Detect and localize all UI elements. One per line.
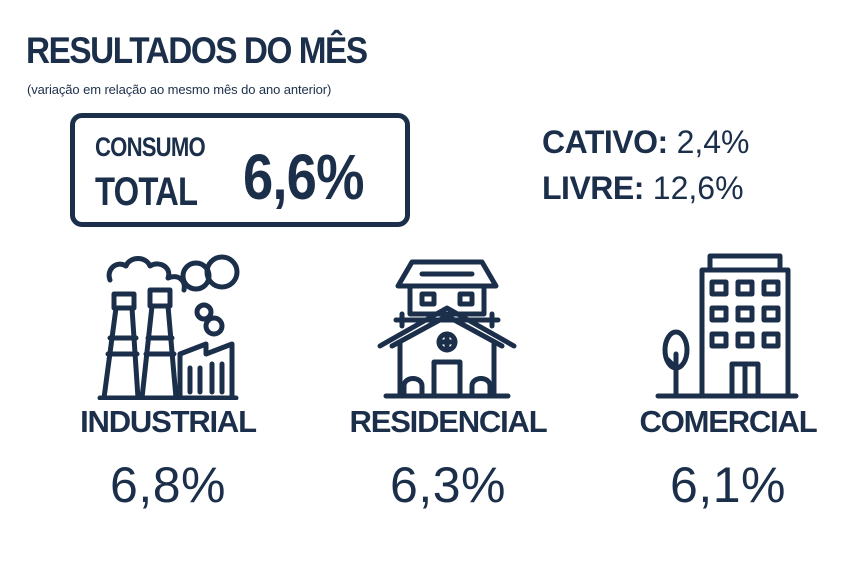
total-consumption-card: CONSUMO TOTAL 6,6%	[70, 113, 410, 227]
free-label: LIVRE:	[542, 170, 644, 206]
page-subtitle: (variação em relação ao mesmo mês do ano…	[27, 82, 332, 97]
free-value: 12,6%	[652, 170, 744, 206]
captive-value: 2,4%	[676, 124, 750, 160]
factory-icon	[97, 254, 240, 400]
captive-consumption: CATIVO: 2,4%	[542, 124, 750, 161]
sector-value-commercial: 6,1%	[670, 457, 786, 513]
free-consumption: LIVRE: 12,6%	[542, 170, 744, 207]
sector-label-commercial: COMERCIAL	[639, 404, 818, 439]
page-title: RESULTADOS DO MÊS	[26, 30, 368, 71]
building-icon	[655, 253, 799, 399]
sector-value-residential: 6,3%	[390, 457, 506, 513]
captive-label: CATIVO:	[542, 124, 668, 160]
total-label-line2: TOTAL	[95, 170, 198, 214]
total-value: 6,6%	[243, 141, 364, 213]
sector-label-industrial: INDUSTRIAL	[80, 404, 257, 439]
sector-value-industrial: 6,8%	[110, 457, 226, 513]
house-icon	[377, 259, 517, 399]
total-label-line1: CONSUMO	[95, 132, 206, 162]
sector-label-residential: RESIDENCIAL	[349, 404, 548, 439]
